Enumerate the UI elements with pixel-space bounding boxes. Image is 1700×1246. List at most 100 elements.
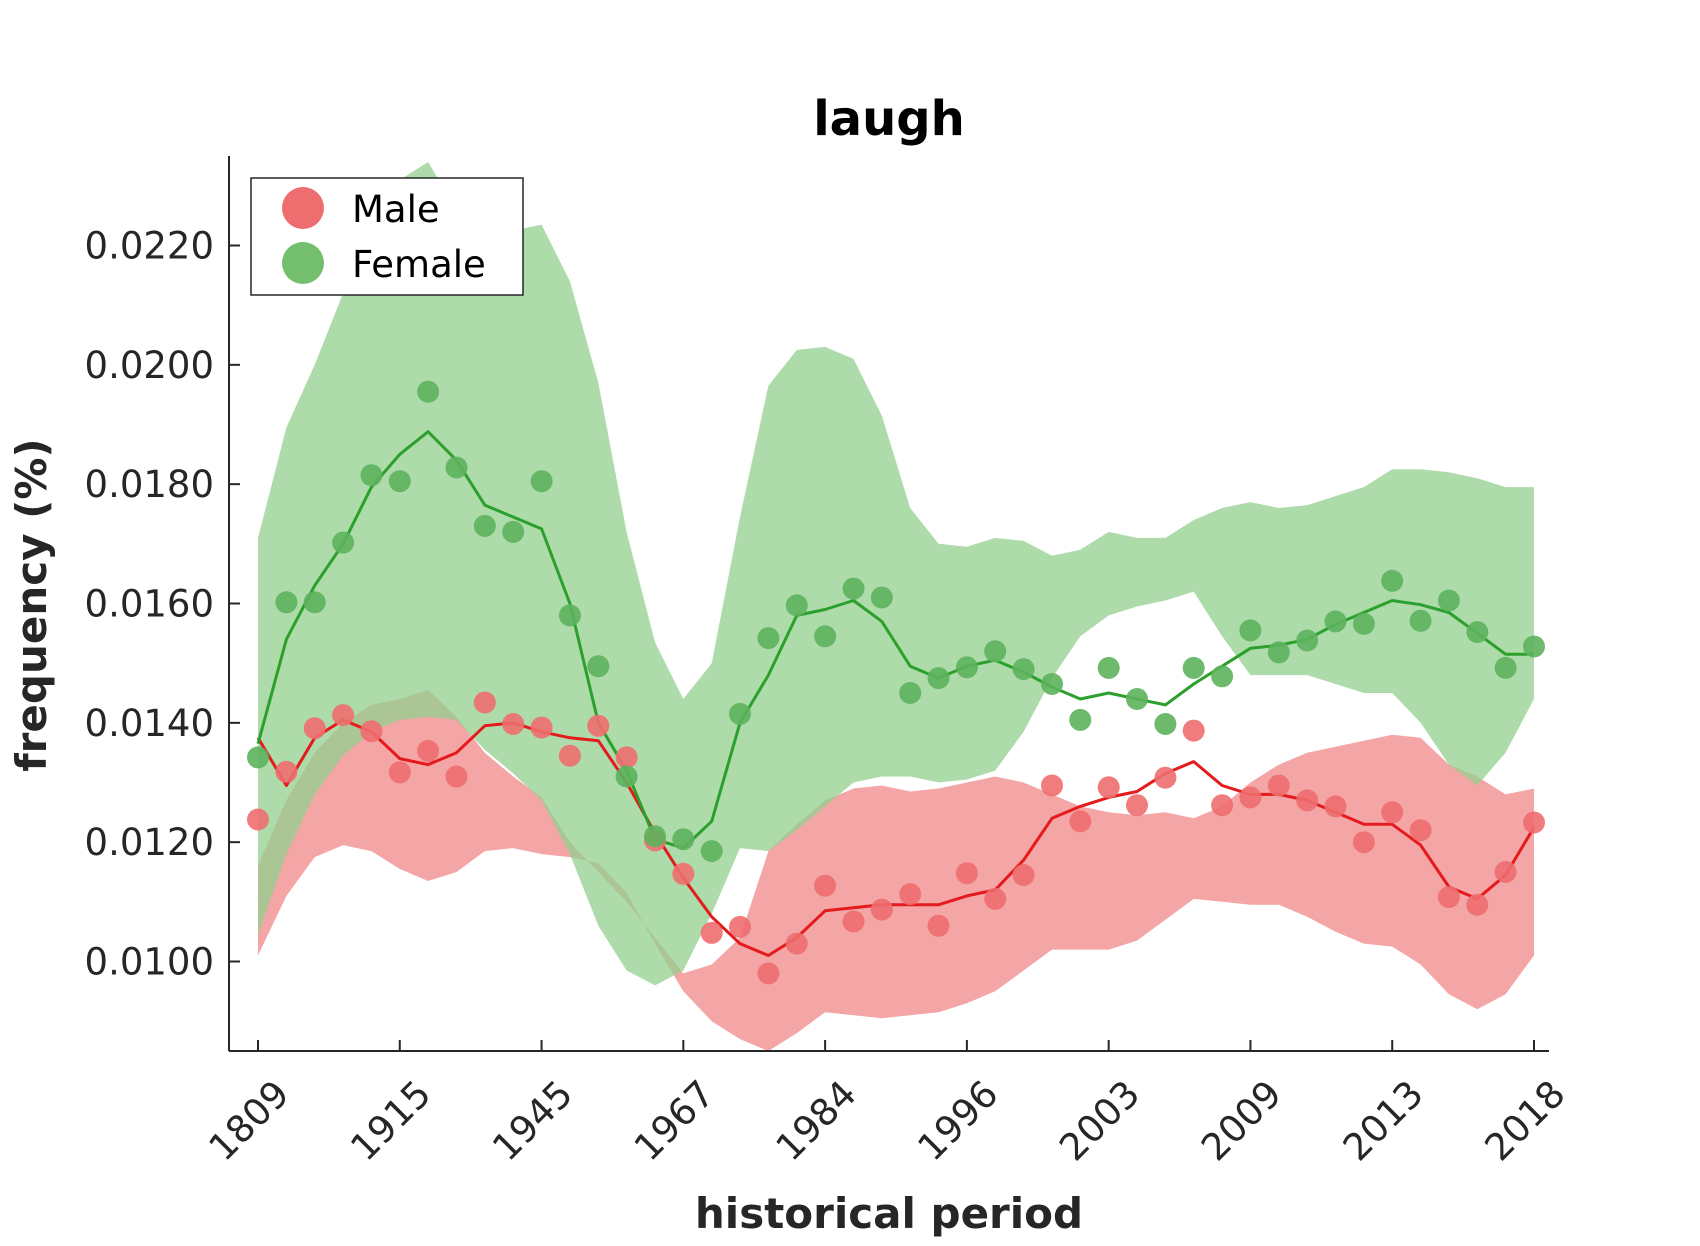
y-tick-label: 0.0160	[85, 583, 214, 626]
male-data-point	[1494, 861, 1517, 883]
female-data-point	[927, 667, 950, 690]
male-data-point	[1267, 774, 1290, 797]
male-data-point	[1154, 766, 1177, 789]
male-data-point	[1409, 819, 1432, 842]
legend-label-female: Female	[352, 243, 486, 286]
female-data-point	[1296, 629, 1319, 652]
male-data-point	[1352, 831, 1375, 854]
male-data-point	[303, 717, 326, 740]
male-data-point	[870, 898, 893, 921]
female-data-point	[1211, 665, 1234, 688]
x-tick-label: 1945	[484, 1072, 581, 1169]
x-tick-label: 2018	[1477, 1072, 1574, 1169]
male-data-point	[558, 744, 581, 767]
female-data-point	[360, 464, 383, 487]
male-data-point	[899, 883, 922, 906]
female-data-point	[502, 520, 525, 543]
female-data-point	[1041, 673, 1063, 695]
female-data-point	[1466, 621, 1489, 644]
male-data-point	[445, 765, 468, 788]
female-data-point	[558, 604, 581, 627]
male-data-point	[1041, 774, 1063, 797]
male-data-point	[927, 914, 950, 937]
male-data-point	[473, 691, 496, 714]
y-tick-label: 0.0120	[85, 821, 214, 864]
female-data-point	[729, 702, 751, 725]
male-data-point	[275, 760, 298, 783]
male-data-point	[1211, 794, 1234, 817]
male-data-point	[984, 887, 1007, 910]
female-data-point	[814, 625, 837, 648]
male-data-point	[1182, 719, 1205, 742]
y-tick-label: 0.0200	[85, 344, 214, 387]
male-data-point	[1296, 789, 1319, 812]
female-data-point	[644, 825, 666, 848]
female-data-point	[757, 627, 780, 650]
female-data-point	[785, 594, 808, 617]
female-data-point	[1126, 688, 1148, 710]
male-data-point	[530, 716, 553, 739]
chart-title: laugh	[813, 91, 965, 147]
female-data-point	[1239, 619, 1262, 642]
male-data-point	[1523, 811, 1545, 834]
female-data-point	[1182, 656, 1205, 679]
x-tick-label: 1984	[768, 1072, 865, 1169]
female-data-point	[1324, 610, 1347, 633]
male-data-point	[1466, 893, 1489, 916]
female-data-point	[530, 470, 553, 493]
female-data-point	[1494, 656, 1517, 679]
x-tick-label: 2003	[1051, 1072, 1148, 1169]
female-data-point	[1012, 658, 1035, 681]
female-data-point	[473, 514, 496, 537]
male-data-point	[332, 704, 355, 727]
male-data-point	[955, 862, 978, 885]
male-data-point	[1012, 864, 1035, 886]
male-data-point	[417, 739, 440, 762]
male-data-point	[700, 921, 723, 944]
x-tick-label: 1967	[626, 1072, 723, 1169]
legend-marker-female	[282, 242, 324, 284]
female-data-point	[1097, 656, 1120, 679]
female-data-point	[899, 682, 922, 704]
female-data-point	[615, 765, 638, 788]
female-data-point	[1154, 713, 1177, 735]
x-tick-label: 1809	[201, 1072, 298, 1169]
female-data-point	[303, 591, 326, 614]
male-data-point	[1381, 801, 1404, 824]
x-axis-label: historical period	[695, 1189, 1083, 1238]
female-data-point	[332, 531, 355, 554]
female-data-point	[984, 640, 1007, 663]
x-tick-label: 2009	[1193, 1072, 1290, 1169]
y-tick-label: 0.0220	[85, 225, 214, 268]
female-data-point	[842, 577, 865, 600]
male-data-point	[842, 910, 865, 933]
male-data-point	[502, 713, 525, 735]
legend: Male Female	[250, 177, 524, 296]
male-data-point	[615, 746, 638, 769]
male-data-point	[1239, 786, 1262, 809]
y-tick-label: 0.0140	[85, 702, 214, 745]
confidence-bands	[258, 162, 1534, 1051]
male-data-point	[729, 915, 751, 938]
y-ticks: 0.0100 0.0120 0.0140 0.0160 0.0180 0.0200 0.02…	[85, 225, 240, 984]
y-tick-label: 0.0100	[85, 941, 214, 984]
x-tick-label: 1996	[909, 1072, 1006, 1169]
male-data-point	[1069, 810, 1092, 833]
male-data-point	[1126, 794, 1148, 817]
x-tick-label: 1915	[342, 1072, 439, 1169]
female-data-point	[1409, 609, 1432, 632]
female-data-point	[1069, 708, 1092, 731]
female-data-point	[870, 586, 893, 609]
legend-marker-male	[282, 187, 324, 229]
male-data-point	[388, 761, 411, 784]
male-confidence-band	[258, 690, 1534, 1051]
female-data-point	[700, 840, 723, 863]
female-data-point	[417, 380, 440, 403]
male-data-point	[587, 714, 610, 737]
female-data-point	[445, 456, 468, 479]
y-axis-label: frequency (%)	[7, 438, 56, 771]
female-data-point	[275, 591, 298, 614]
male-trend-line	[256, 718, 1536, 957]
male-data-point	[757, 962, 780, 985]
male-data-point	[814, 874, 837, 897]
